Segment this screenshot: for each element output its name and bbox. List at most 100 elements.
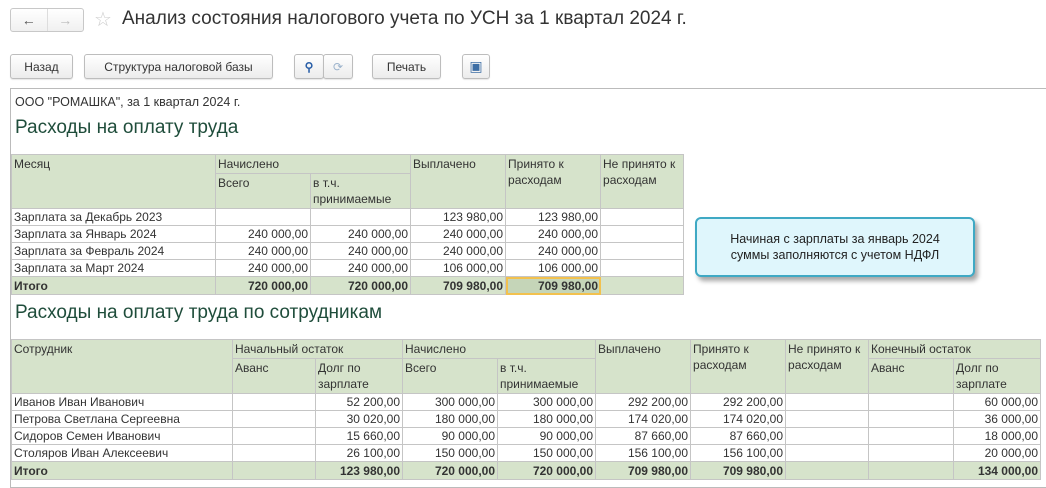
cell-value[interactable]: 106 000,00 xyxy=(410,259,507,277)
table-row: Петрова Светлана Сергеевна 30 020,00 180 0… xyxy=(11,410,1042,428)
cell-value[interactable]: 720 000,00 xyxy=(496,461,597,480)
cell-value[interactable]: 240 000,00 xyxy=(215,259,311,277)
cell-value[interactable]: 180 000,00 xyxy=(402,410,498,428)
cell-value[interactable]: 156 100,00 xyxy=(690,444,787,462)
cell-value[interactable] xyxy=(600,276,685,295)
cell-value[interactable] xyxy=(868,410,955,428)
cell-value[interactable]: 90 000,00 xyxy=(402,427,498,445)
row-label[interactable]: Сидоров Семен Иванович xyxy=(11,427,233,445)
cell-value[interactable]: 709 980,00 xyxy=(505,276,602,295)
cell-value[interactable] xyxy=(868,444,955,462)
cell-value[interactable]: 240 000,00 xyxy=(410,225,507,243)
cell-value[interactable]: 87 660,00 xyxy=(595,427,692,445)
cell-value[interactable] xyxy=(868,427,955,445)
cell-value[interactable]: 180 000,00 xyxy=(496,410,597,428)
cell-value[interactable]: 30 020,00 xyxy=(315,410,403,428)
cell-value[interactable] xyxy=(868,461,955,480)
cell-value[interactable]: 240 000,00 xyxy=(309,259,412,277)
row-label[interactable]: Петрова Светлана Сергеевна xyxy=(11,410,233,428)
cell-value[interactable]: 300 000,00 xyxy=(496,393,597,411)
tax-base-structure-button[interactable]: Структура налоговой базы xyxy=(84,54,273,79)
back-button[interactable]: Назад xyxy=(10,54,73,79)
search-reset-icon[interactable]: ⟳ xyxy=(323,54,353,79)
favorite-star-icon[interactable]: ☆ xyxy=(94,9,112,31)
cell-value[interactable]: 36 000,00 xyxy=(953,410,1042,428)
cell-value[interactable]: 720 000,00 xyxy=(309,276,412,295)
cell-value[interactable]: 240 000,00 xyxy=(309,225,412,243)
cell-value[interactable] xyxy=(600,242,685,260)
cell-value[interactable]: 123 980,00 xyxy=(410,208,507,226)
cell-value[interactable] xyxy=(785,444,870,462)
cell-value[interactable]: 709 980,00 xyxy=(410,276,507,295)
cell-value[interactable]: 15 660,00 xyxy=(315,427,403,445)
cell-value[interactable] xyxy=(785,410,870,428)
cell-value[interactable]: 150 000,00 xyxy=(496,444,597,462)
cell-value[interactable]: 240 000,00 xyxy=(215,225,311,243)
cell-value[interactable]: 123 980,00 xyxy=(315,461,403,480)
cell-value[interactable]: 156 100,00 xyxy=(595,444,692,462)
header-employee: Сотрудник xyxy=(11,339,233,394)
cell-value[interactable]: 240 000,00 xyxy=(215,242,311,260)
forward-arrow-icon[interactable]: → xyxy=(46,9,84,31)
table-row: Зарплата за Декабрь 2023 123 980,00 123 98… xyxy=(11,208,685,226)
cell-value[interactable] xyxy=(785,427,870,445)
cell-value[interactable] xyxy=(600,208,685,226)
cell-value[interactable]: 123 980,00 xyxy=(505,208,602,226)
cell-value[interactable]: 292 200,00 xyxy=(595,393,692,411)
cell-value[interactable]: 292 200,00 xyxy=(690,393,787,411)
cell-value[interactable]: 134 000,00 xyxy=(953,461,1042,480)
cell-value[interactable]: 20 000,00 xyxy=(953,444,1042,462)
cell-value[interactable]: 174 020,00 xyxy=(595,410,692,428)
cell-value[interactable] xyxy=(232,393,316,411)
row-label[interactable]: Столяров Иван Алексеевич xyxy=(11,444,233,462)
cell-value[interactable]: 709 980,00 xyxy=(690,461,787,480)
back-arrow-icon[interactable]: ← xyxy=(21,12,36,28)
cell-value[interactable] xyxy=(785,461,870,480)
row-label[interactable]: Иванов Иван Иванович xyxy=(11,393,233,411)
section-title-employees: Расходы на оплату труда по сотрудникам xyxy=(15,302,383,323)
row-label[interactable]: Зарплата за Февраль 2024 xyxy=(11,242,216,260)
cell-value[interactable]: 18 000,00 xyxy=(953,427,1042,445)
cell-value[interactable]: 26 100,00 xyxy=(315,444,403,462)
table-row: Зарплата за Февраль 2024 240 000,00 240 00… xyxy=(11,242,685,260)
header-month: Месяц xyxy=(11,154,216,209)
cell-value[interactable]: 87 660,00 xyxy=(690,427,787,445)
cell-value[interactable]: 300 000,00 xyxy=(402,393,498,411)
cell-value[interactable] xyxy=(868,393,955,411)
cell-value[interactable] xyxy=(309,208,412,226)
search-icon[interactable]: ⚲ xyxy=(294,54,324,79)
cell-value[interactable] xyxy=(600,225,685,243)
cell-value[interactable] xyxy=(232,427,316,445)
cell-value[interactable] xyxy=(215,208,311,226)
cell-value[interactable]: 174 020,00 xyxy=(690,410,787,428)
cell-value[interactable]: 52 200,00 xyxy=(315,393,403,411)
header-opening-debt: Долг по зарплате xyxy=(315,358,403,394)
table-row: Столяров Иван Алексеевич 26 100,00 150 000… xyxy=(11,444,1042,462)
row-label[interactable]: Итого xyxy=(11,461,233,480)
cell-value[interactable]: 90 000,00 xyxy=(496,427,597,445)
cell-value[interactable] xyxy=(232,444,316,462)
header-not-accepted: Не принято к расходам xyxy=(785,339,870,394)
cell-value[interactable]: 240 000,00 xyxy=(309,242,412,260)
cell-value[interactable] xyxy=(785,393,870,411)
cell-value[interactable]: 240 000,00 xyxy=(505,242,602,260)
cell-value[interactable]: 60 000,00 xyxy=(953,393,1042,411)
cell-value[interactable] xyxy=(600,259,685,277)
cell-value[interactable]: 709 980,00 xyxy=(595,461,692,480)
cell-value[interactable]: 150 000,00 xyxy=(402,444,498,462)
cell-value[interactable] xyxy=(232,461,316,480)
print-button[interactable]: Печать xyxy=(372,54,441,79)
row-label[interactable]: Зарплата за Март 2024 xyxy=(11,259,216,277)
row-label[interactable]: Итого xyxy=(11,276,216,295)
cell-value[interactable]: 106 000,00 xyxy=(505,259,602,277)
cell-value[interactable]: 720 000,00 xyxy=(402,461,498,480)
payroll-table: Месяц Начислено Выплачено Принято к расх… xyxy=(11,154,685,295)
table-row: Сидоров Семен Иванович 15 660,00 90 000,00… xyxy=(11,427,1042,445)
row-label[interactable]: Зарплата за Декабрь 2023 xyxy=(11,208,216,226)
row-label[interactable]: Зарплата за Январь 2024 xyxy=(11,225,216,243)
save-icon[interactable]: ▣ xyxy=(462,54,490,79)
cell-value[interactable]: 240 000,00 xyxy=(505,225,602,243)
cell-value[interactable]: 240 000,00 xyxy=(410,242,507,260)
cell-value[interactable]: 720 000,00 xyxy=(215,276,311,295)
cell-value[interactable] xyxy=(232,410,316,428)
